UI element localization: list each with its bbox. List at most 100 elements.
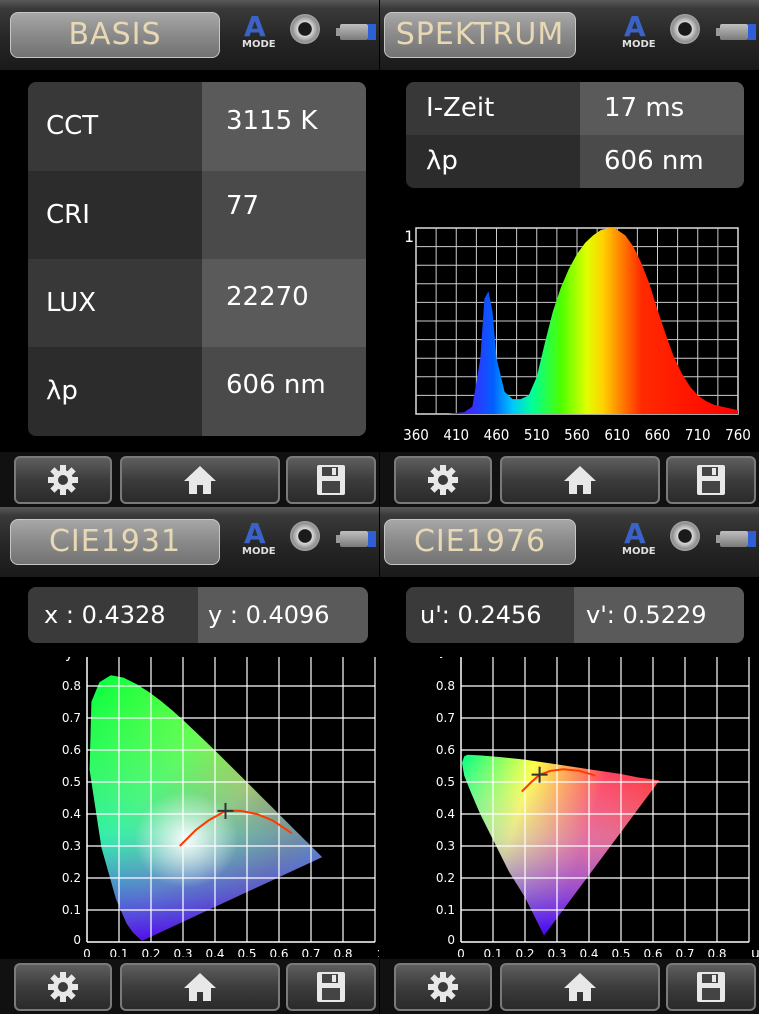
mode-title-button[interactable]: SPEKTRUM — [384, 12, 576, 58]
x-tick-label: 0.5 — [611, 947, 630, 957]
y-tick-label: 0.5 — [62, 775, 81, 789]
row-value: 3115 K — [202, 82, 366, 171]
planckian-locus — [521, 768, 596, 793]
y-tick-label: 0.7 — [436, 711, 455, 725]
y-tick-label: 0.1 — [62, 903, 81, 917]
mode-caption: MODE — [622, 39, 656, 50]
settings-button[interactable] — [14, 963, 112, 1011]
panel-title: CIE1931 — [48, 524, 182, 559]
y-tick-label: 1 — [404, 227, 414, 246]
mode-caption: MODE — [242, 39, 276, 50]
row-label: CRI — [28, 171, 202, 259]
table-row: λp 606 nm — [406, 135, 744, 188]
u-value: 0.2456 — [457, 601, 542, 629]
x-tick-label: 0.2 — [141, 947, 160, 957]
footer-bar — [0, 959, 379, 1014]
basis-panel: BASIS A MODE CCT 3115 K CRI 77 LUX 22270… — [0, 0, 379, 507]
home-icon — [184, 466, 216, 494]
mode-caption: MODE — [622, 546, 656, 557]
save-button[interactable] — [286, 456, 376, 504]
x-tick-label: 0.2 — [515, 947, 534, 957]
gear-icon — [428, 972, 458, 1002]
shutter-icon[interactable] — [670, 14, 700, 44]
home-button[interactable] — [500, 963, 660, 1011]
header-bar: BASIS A MODE — [0, 0, 379, 70]
home-icon — [564, 466, 596, 494]
x-tick-label: 0.4 — [205, 947, 224, 957]
spectrum-chart: 1 360 410 460 510 560 610 660 710 760 — [403, 227, 751, 444]
table-row: CRI 77 — [28, 171, 366, 259]
home-icon — [564, 973, 596, 1001]
x-tick-label: 710 — [685, 426, 711, 444]
y-tick-label: 0.4 — [436, 807, 455, 821]
x-tick-label: 0.5 — [237, 947, 256, 957]
save-icon — [697, 465, 725, 495]
row-value: 17 ms — [580, 82, 744, 135]
home-button[interactable] — [500, 456, 660, 504]
auto-mode-icon[interactable]: A MODE — [622, 10, 656, 50]
settings-button[interactable] — [394, 963, 492, 1011]
mode-title-button[interactable]: CIE1931 — [10, 519, 220, 565]
x-tick-label: 0.8 — [707, 947, 726, 957]
x-tick-label: 0.1 — [483, 947, 502, 957]
footer-bar — [380, 959, 759, 1014]
y-axis-label: y — [65, 657, 73, 662]
row-value: 606 nm — [580, 135, 744, 188]
u-readout: u': 0.2456 — [406, 587, 574, 643]
save-button[interactable] — [666, 456, 756, 504]
v-value: 0.5229 — [622, 601, 707, 629]
x-tick-label: 460 — [484, 426, 510, 444]
footer-bar — [380, 452, 759, 507]
cie1931-chart: 0 0.1 0.2 0.3 0.4 0.5 0.6 0.7 0.8 0 0.1 0.2 0.3 0.4 0.… — [62, 657, 379, 957]
spektrum-table: I-Zeit 17 ms λp 606 nm — [406, 82, 744, 188]
battery-icon — [336, 531, 376, 547]
y-value: 0.4096 — [245, 601, 330, 629]
x-tick-label: 0.7 — [675, 947, 694, 957]
save-button[interactable] — [666, 963, 756, 1011]
row-label: I-Zeit — [406, 82, 580, 135]
shutter-icon[interactable] — [670, 521, 700, 551]
shutter-icon[interactable] — [290, 14, 320, 44]
table-row: CCT 3115 K — [28, 82, 366, 171]
mode-title-button[interactable]: CIE1976 — [384, 519, 576, 565]
y-tick-label: 0.1 — [436, 903, 455, 917]
y-tick-label: 0.6 — [62, 743, 81, 757]
panel-title: SPEKTRUM — [395, 17, 565, 52]
y-tick-label: 0.3 — [436, 839, 455, 853]
x-tick-label: 560 — [564, 426, 590, 444]
mode-letter: A — [244, 10, 266, 43]
table-row: λp 606 nm — [28, 347, 366, 436]
save-icon — [317, 465, 345, 495]
panel-title: BASIS — [68, 17, 162, 52]
spektrum-panel: SPEKTRUM A MODE I-Zeit 17 ms λp 606 nm — [380, 0, 759, 507]
mode-letter: A — [244, 517, 266, 550]
y-tick-label: 0 — [447, 933, 455, 947]
settings-button[interactable] — [394, 456, 492, 504]
table-row: LUX 22270 — [28, 259, 366, 347]
settings-button[interactable] — [14, 456, 112, 504]
auto-mode-icon[interactable]: A MODE — [242, 517, 276, 557]
v-label: v': — [586, 601, 615, 629]
v-readout: v': 0.5229 — [574, 587, 744, 643]
y-tick-label: 0.3 — [62, 839, 81, 853]
auto-mode-icon[interactable]: A MODE — [242, 10, 276, 50]
gear-icon — [48, 972, 78, 1002]
mode-title-button[interactable]: BASIS — [10, 12, 220, 58]
auto-mode-icon[interactable]: A MODE — [622, 517, 656, 557]
save-button[interactable] — [286, 963, 376, 1011]
row-label: λp — [406, 135, 580, 188]
cie1976-panel: CIE1976 A MODE u': 0.2456 v': 0.5229 — [380, 507, 759, 1014]
footer-bar — [0, 452, 379, 507]
home-button[interactable] — [120, 963, 280, 1011]
gear-icon — [48, 465, 78, 495]
uv-readout: u': 0.2456 v': 0.5229 — [406, 587, 744, 643]
x-value: 0.4328 — [81, 601, 166, 629]
x-axis-label: x — [377, 946, 379, 957]
home-button[interactable] — [120, 456, 280, 504]
x-tick-label: 0.1 — [109, 947, 128, 957]
x-tick-label: 610 — [604, 426, 630, 444]
y-tick-label: 0.8 — [436, 679, 455, 693]
spectrum-curve — [416, 228, 738, 414]
shutter-icon[interactable] — [290, 521, 320, 551]
y-axis-label: v' — [437, 657, 449, 662]
